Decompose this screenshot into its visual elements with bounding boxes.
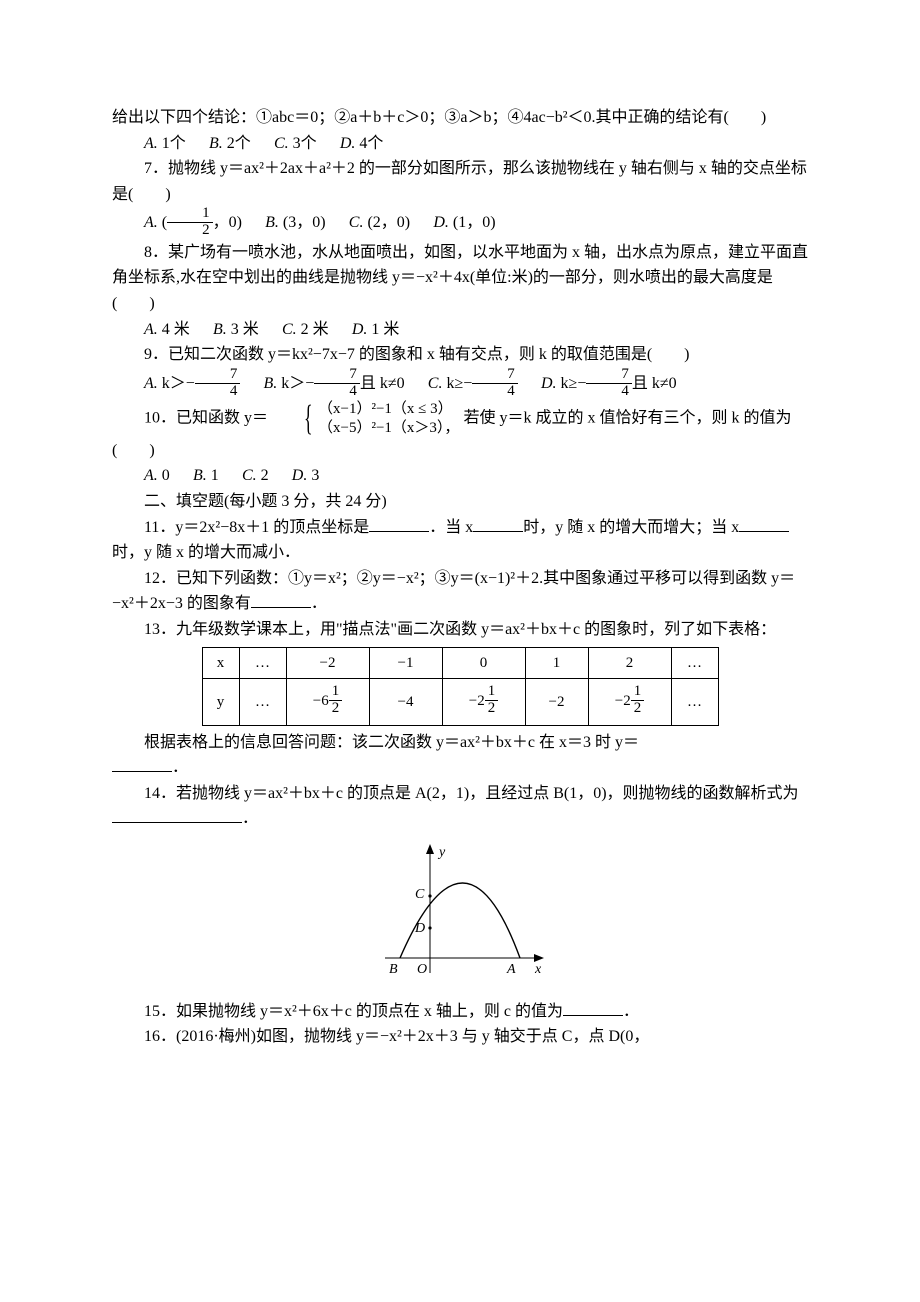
table-cell: −4 [369, 678, 442, 725]
table-cell: 2 [588, 647, 671, 678]
q10-stem: 10．已知函数 y＝ （x−1）²−1（x ≤ 3） （x−5）²−1（x＞3）… [112, 400, 808, 463]
table-row: y…−612−4−212−2−212… [202, 678, 718, 725]
table-cell: −212 [442, 678, 525, 725]
q7-stem: 7．抛物线 y＝ax²＋2ax＋a²＋2 的一部分如图所示，那么该抛物线在 y … [112, 156, 808, 207]
q10-options: A. 0 B. 1 C. 2 D. 3 [112, 463, 808, 489]
table-row: x…−2−1012… [202, 647, 718, 678]
axis-y-label: y [437, 845, 446, 860]
q13-follow: 根据表格上的信息回答问题：该二次函数 y＝ax²＋bx＋c 在 x＝3 时 y＝ [112, 730, 808, 756]
q10-piecewise: （x−1）²−1（x ≤ 3） （x−5）²−1（x＞3）， [272, 400, 459, 438]
q15: 15．如果抛物线 y＝x²＋6x＋c 的顶点在 x 轴上，则 c 的值为． [112, 999, 808, 1025]
q9-options: A. k＞−74 B. k＞−74且 k≠0 C. k≥−74 D. k≥−74… [112, 368, 808, 401]
q12-blank [251, 591, 311, 608]
q15-blank [563, 999, 623, 1016]
q7-options: A. (12，0) B. (3，0) C. (2，0) D. (1，0) [112, 207, 808, 240]
q14: 14．若抛物线 y＝ax²＋bx＋c 的顶点是 A(2，1)，且经过点 B(1，… [112, 781, 808, 832]
q11: 11．y＝2x²−8x＋1 的顶点坐标是．当 x时，y 随 x 的增大而增大；当… [112, 515, 808, 566]
table-cell: … [671, 678, 718, 725]
q13-table: x…−2−1012… y…−612−4−212−2−212… [202, 647, 719, 726]
table-cell: … [239, 678, 286, 725]
section-2-title: 二、填空题(每小题 3 分，共 24 分) [112, 489, 808, 515]
table-cell: 0 [442, 647, 525, 678]
table-cell: −2 [525, 678, 588, 725]
q11-blank-2 [473, 515, 523, 532]
table-cell: −1 [369, 647, 442, 678]
q6-intro: 给出以下四个结论：①abc＝0；②a＋b＋c＞0；③a＞b；④4ac−b²＜0.… [112, 105, 808, 131]
q13-stem: 13．九年级数学课本上，用"描点法"画二次函数 y＝ax²＋bx＋c 的图象时，… [112, 617, 808, 643]
point-a-label: A [506, 962, 516, 977]
q11-blank-3 [739, 515, 789, 532]
point-b-label: B [389, 962, 398, 977]
q6-options: A. 1个 B. 2个 C. 3个 D. 4个 [112, 131, 808, 157]
table-cell: −212 [588, 678, 671, 725]
point-d-label: D [414, 921, 425, 936]
table-cell: −2 [286, 647, 369, 678]
origin-label: O [417, 962, 427, 977]
q12: 12．已知下列函数：①y＝x²；②y＝−x²；③y＝(x−1)²＋2.其中图象通… [112, 566, 808, 617]
q14-blank [112, 806, 242, 823]
table-cell: … [239, 647, 286, 678]
q8-options: A. 4 米 B. 3 米 C. 2 米 D. 1 米 [112, 317, 808, 343]
q8-stem: 8．某广场有一喷水池，水从地面喷出，如图，以水平地面为 x 轴，出水点为原点，建… [112, 240, 808, 317]
table-cell: −612 [286, 678, 369, 725]
point-c-label: C [415, 887, 425, 902]
q13-blank [112, 755, 172, 772]
q16: 16．(2016·梅州)如图，抛物线 y＝−x²＋2x＋3 与 y 轴交于点 C… [112, 1024, 808, 1050]
q9-stem: 9．已知二次函数 y＝kx²−7x−7 的图象和 x 轴有交点，则 k 的取值范… [112, 342, 808, 368]
table-cell: … [671, 647, 718, 678]
q13-blank-line: ． [112, 755, 808, 781]
table-cell: 1 [525, 647, 588, 678]
table-cell: x [202, 647, 239, 678]
table-cell: y [202, 678, 239, 725]
axis-x-label: x [534, 962, 542, 977]
q11-blank-1 [369, 515, 429, 532]
q14-figure: y x C D B O A [112, 838, 808, 997]
